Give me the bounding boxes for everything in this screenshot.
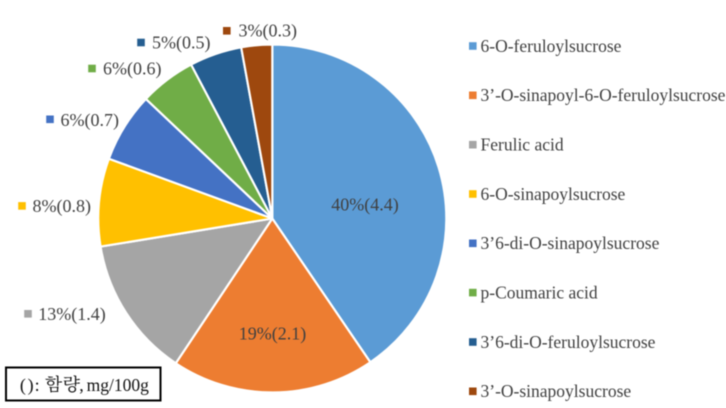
svg-text:3’6-di-O-sinapoylsucrose: 3’6-di-O-sinapoylsucrose: [481, 233, 660, 253]
svg-text::: :: [35, 375, 40, 395]
svg-text:19%(2.1): 19%(2.1): [239, 324, 306, 345]
svg-text:p-Coumaric acid: p-Coumaric acid: [481, 283, 598, 303]
svg-text:3’6-di-O-feruloylsucrose: 3’6-di-O-feruloylsucrose: [481, 332, 656, 352]
svg-text:,: ,: [79, 375, 84, 395]
svg-text:): ): [28, 375, 34, 396]
svg-text:5%(0.5): 5%(0.5): [152, 32, 210, 53]
svg-text:Ferulic acid: Ferulic acid: [481, 135, 564, 155]
svg-text:3’-O-sinapoylsucrose: 3’-O-sinapoylsucrose: [481, 381, 632, 401]
svg-text:(: (: [20, 375, 26, 396]
svg-text:3%(0.3): 3%(0.3): [239, 21, 297, 42]
svg-text:8%(0.8): 8%(0.8): [33, 196, 91, 217]
svg-text:3’-O-sinapoyl-6-O-feruloylsucr: 3’-O-sinapoyl-6-O-feruloylsucrose: [481, 85, 726, 105]
svg-text:6%(0.6): 6%(0.6): [103, 58, 161, 79]
svg-text:mg/100g: mg/100g: [87, 375, 149, 395]
svg-text:6-O-feruloylsucrose: 6-O-feruloylsucrose: [481, 36, 622, 56]
svg-text:6%(0.7): 6%(0.7): [61, 110, 119, 131]
svg-text:6-O-sinapoylsucrose: 6-O-sinapoylsucrose: [481, 184, 626, 204]
svg-text:40%(4.4): 40%(4.4): [331, 195, 398, 216]
svg-text:13%(1.4): 13%(1.4): [38, 304, 105, 325]
